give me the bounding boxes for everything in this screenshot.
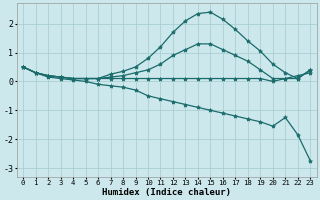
X-axis label: Humidex (Indice chaleur): Humidex (Indice chaleur): [102, 188, 231, 197]
